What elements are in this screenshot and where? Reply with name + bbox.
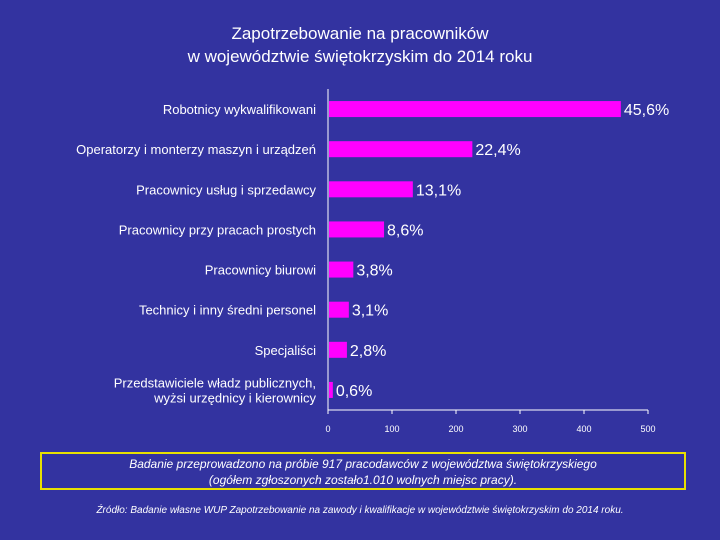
bar xyxy=(329,381,333,398)
bar xyxy=(329,181,413,198)
bar xyxy=(329,261,354,278)
bar-chart: 45,6% Robotnicy wykwalifikowani 22,4% Opera… xyxy=(76,89,669,434)
bar xyxy=(329,301,349,318)
category-label: Pracownicy usług i sprzedawcy xyxy=(136,182,316,197)
category-label: wyżsi urzędnicy i kierownicy xyxy=(153,390,316,405)
data-label: 3,8% xyxy=(356,263,392,280)
chart-title: Zapotrzebowanie na pracowników w wojewód… xyxy=(0,22,720,68)
category-label: Operatorzy i monterzy maszyn i urządzeń xyxy=(76,142,316,157)
category-label: Robotnicy wykwalifikowani xyxy=(163,102,316,117)
x-tick-label: 500 xyxy=(640,424,655,434)
x-tick-label: 100 xyxy=(384,424,399,434)
data-label: 13,1% xyxy=(416,182,461,199)
data-label: 0,6% xyxy=(336,383,372,400)
bar xyxy=(329,221,385,238)
bar xyxy=(329,141,473,158)
category-label: Specjaliści xyxy=(255,343,317,358)
category-label: Technicy i inny średni personel xyxy=(139,303,316,318)
bar xyxy=(329,341,347,358)
data-label: 45,6% xyxy=(624,102,669,119)
data-label: 8,6% xyxy=(387,222,423,239)
chart-title-line1: Zapotrzebowanie na pracowników xyxy=(231,24,489,43)
data-label: 22,4% xyxy=(475,142,520,159)
category-label: Pracownicy przy pracach prostych xyxy=(119,222,316,237)
survey-note-line2: (ogółem zgłoszonych zostało1.010 wolnych… xyxy=(208,473,518,487)
data-label: 3,1% xyxy=(352,303,388,320)
x-tick-label: 400 xyxy=(576,424,591,434)
source-note: Źródło: Badanie własne WUP Zapotrzebowan… xyxy=(96,505,624,516)
survey-note-line1: Badanie przeprowadzono na próbie 917 pra… xyxy=(129,457,597,471)
survey-note-box: Badanie przeprowadzono na próbie 917 pra… xyxy=(40,452,686,490)
data-label: 2,8% xyxy=(350,343,386,360)
category-label: Pracownicy biurowi xyxy=(205,263,316,278)
x-tick-label: 300 xyxy=(512,424,527,434)
x-tick-label: 0 xyxy=(325,424,330,434)
x-tick-label: 200 xyxy=(448,424,463,434)
bar xyxy=(329,101,621,118)
category-label: Przedstawiciele władz publicznych, xyxy=(114,375,316,390)
chart-title-line2: w województwie świętokrzyskim do 2014 ro… xyxy=(187,47,533,66)
